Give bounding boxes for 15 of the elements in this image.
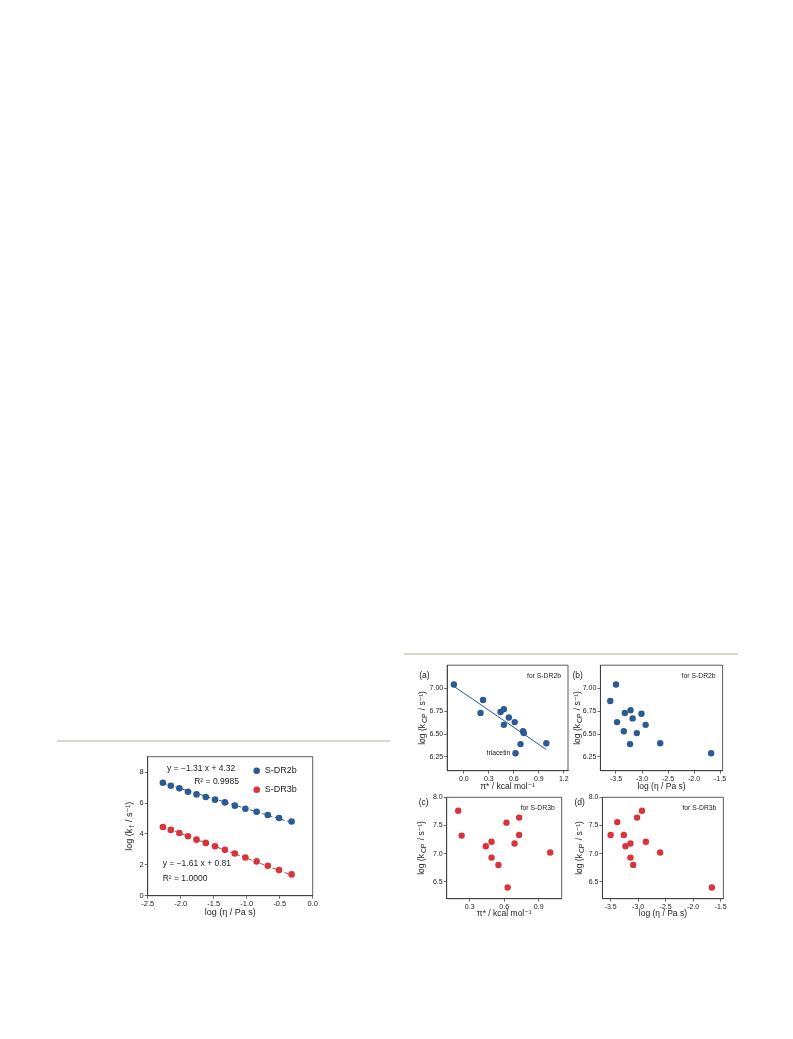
legend-label: S-DR3b <box>264 784 297 795</box>
text: (b) <box>572 669 583 680</box>
x-axis-title: π* / kcal mol⁻¹ <box>476 908 532 919</box>
x-axis-title: log (η / Pa s) <box>637 781 686 792</box>
chart-title: (c) <box>418 796 429 807</box>
annotation: y = −1.31 x + 4.32 <box>167 763 236 774</box>
annotation: R² = 0.9985 <box>194 776 240 787</box>
x-axis-title: log (η / Pa s) <box>204 906 256 917</box>
x-axis-title: π* / kcal mol⁻¹ <box>480 781 536 792</box>
legend-label: S-DR2b <box>264 765 297 776</box>
annotation: R² = 1.0000 <box>162 872 208 883</box>
annotation: y = −1.61 x + 0.81 <box>162 858 232 869</box>
x-axis-title: log (η / Pa s) <box>638 908 688 919</box>
text: (a) <box>419 669 430 680</box>
chart-title: (d) <box>574 796 585 807</box>
